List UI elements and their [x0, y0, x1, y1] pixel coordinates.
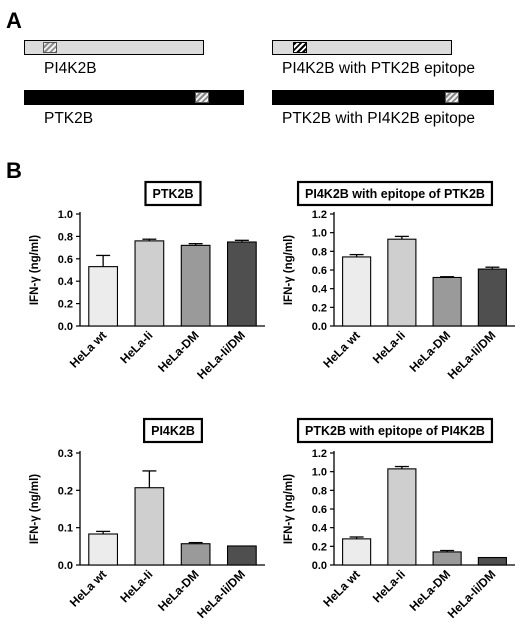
y-axis-label: IFN-γ (ng/ml) — [283, 474, 295, 544]
construct-label: PI4K2B — [44, 60, 97, 77]
y-tick-label: 0.0 — [312, 321, 327, 333]
x-tick-label: HeLa-Ii — [117, 567, 155, 605]
chart-title-box — [143, 417, 203, 444]
y-tick-label: 0.8 — [58, 231, 73, 243]
chart-title: PTK2B with epitope of PI4K2B — [305, 424, 485, 438]
x-tick-label: HeLa wt — [67, 328, 109, 370]
y-axis-label: IFN-γ (ng/ml) — [283, 235, 295, 305]
bar — [432, 276, 462, 327]
x-tick-label: HeLa-DM — [155, 567, 202, 614]
chart-title: PI4K2B with epitope of PTK2B — [305, 187, 485, 201]
x-tick-label: HeLa-Ii/DM — [445, 328, 499, 382]
bar — [180, 543, 211, 566]
construct-label: PI4K2B with PTK2B epitope — [282, 60, 476, 77]
y-tick-label: 0.4 — [312, 284, 328, 296]
chart-title: PTK2B — [153, 187, 194, 201]
bar — [88, 533, 119, 566]
x-tick-label: HeLa-Ii/DM — [194, 567, 248, 621]
construct-label: PTK2B — [44, 110, 94, 127]
epitope-marker — [293, 42, 307, 53]
bar — [226, 241, 257, 327]
x-tick-label: HeLa-Ii — [370, 328, 408, 366]
bar — [432, 551, 462, 566]
panel-label-b: B — [6, 158, 22, 183]
bar — [134, 240, 165, 327]
y-tick-label: 0.1 — [58, 523, 73, 535]
x-tick-label: HeLa-DM — [407, 328, 454, 375]
y-tick-label: 1.0 — [58, 209, 73, 221]
x-tick-label: HeLa wt — [320, 328, 362, 370]
y-tick-label: 0.2 — [312, 541, 327, 553]
y-tick-label: 0.0 — [58, 560, 73, 572]
bar — [134, 487, 165, 566]
y-tick-label: 0.2 — [58, 485, 73, 497]
y-tick-label: 1.0 — [312, 467, 327, 479]
x-tick-label: HeLa-Ii/DM — [445, 567, 499, 621]
construct-bar — [272, 40, 452, 55]
construct-label: PTK2B with PI4K2B epitope — [282, 110, 476, 127]
y-tick-label: 0.6 — [312, 265, 327, 277]
y-tick-label: 0.4 — [312, 523, 328, 535]
chart-title-box — [296, 180, 494, 207]
y-tick-label: 0.6 — [312, 504, 327, 516]
bar — [342, 538, 372, 566]
x-tick-label: HeLa wt — [320, 567, 362, 609]
x-tick-label: HeLa-DM — [155, 328, 202, 375]
y-tick-label: 0.0 — [58, 321, 73, 333]
bar — [180, 244, 211, 327]
x-tick-label: HeLa-Ii — [117, 328, 155, 366]
bar — [88, 266, 119, 327]
y-tick-label: 1.2 — [312, 209, 327, 221]
x-tick-label: HeLa wt — [67, 567, 109, 609]
bar — [342, 256, 372, 327]
bar — [387, 468, 417, 566]
y-tick-label: 0.3 — [58, 448, 73, 460]
chart-title-box — [296, 417, 494, 444]
epitope-marker — [445, 92, 459, 103]
y-tick-label: 0.6 — [58, 254, 73, 266]
chart-title: PI4K2B — [151, 424, 195, 438]
y-tick-label: 0.8 — [312, 246, 327, 258]
bar — [226, 545, 257, 566]
y-tick-label: 0.2 — [58, 299, 73, 311]
construct-bar — [24, 40, 204, 55]
bar — [477, 556, 507, 566]
y-tick-label: 0.0 — [312, 560, 327, 572]
x-tick-label: HeLa-Ii — [370, 567, 408, 605]
y-tick-label: 1.2 — [312, 448, 327, 460]
chart-title-box — [144, 180, 202, 207]
x-tick-label: HeLa-DM — [407, 567, 454, 614]
y-tick-label: 0.4 — [58, 276, 74, 288]
y-axis-label: IFN-γ (ng/ml) — [29, 235, 41, 305]
y-tick-label: 0.8 — [312, 485, 327, 497]
bar — [477, 268, 507, 327]
construct-bar — [272, 90, 494, 105]
epitope-marker — [195, 92, 209, 103]
y-tick-label: 0.2 — [312, 302, 327, 314]
bar — [387, 238, 417, 327]
y-tick-label: 1.0 — [312, 228, 327, 240]
y-axis-label: IFN-γ (ng/ml) — [29, 474, 41, 544]
construct-bar — [24, 90, 244, 105]
x-tick-label: HeLa-Ii/DM — [194, 328, 248, 382]
epitope-marker — [43, 42, 57, 53]
panel-label-a: A — [6, 8, 22, 33]
